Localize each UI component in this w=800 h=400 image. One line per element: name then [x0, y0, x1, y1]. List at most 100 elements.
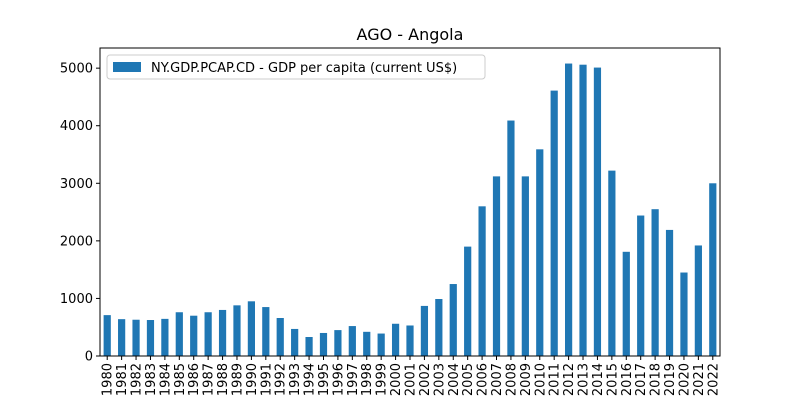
bar-2021	[694, 245, 702, 356]
x-tick-label: 1996	[331, 363, 346, 396]
x-tick-label: 1985	[173, 363, 188, 396]
bar-2006	[478, 206, 486, 356]
bar-1997	[348, 326, 356, 356]
x-tick-label: 2022	[706, 363, 721, 396]
bar-2001	[406, 325, 414, 356]
bar-1983	[146, 320, 155, 356]
x-tick-label: 1988	[216, 363, 231, 396]
bar-2008	[507, 120, 515, 356]
x-tick-label: 2016	[620, 363, 635, 396]
x-tick-label: 2000	[389, 363, 404, 396]
x-tick-label: 2017	[634, 363, 649, 396]
bar-1996	[334, 330, 342, 356]
bar-1986	[190, 315, 198, 356]
bar-1982	[132, 319, 140, 356]
x-tick-label: 1994	[303, 363, 318, 396]
bar-1992	[276, 318, 284, 356]
bar-1980	[103, 315, 111, 356]
x-tick-label: 2012	[562, 363, 577, 396]
bar-1987	[204, 312, 212, 356]
bar-2010	[536, 149, 544, 356]
x-tick-label: 1982	[130, 363, 145, 396]
y-tick-label: 3000	[60, 177, 93, 192]
x-tick-label: 2002	[418, 363, 433, 396]
chart-title: AGO - Angola	[357, 25, 464, 44]
x-tick-label: 2008	[504, 363, 519, 396]
bar-1995	[319, 332, 328, 356]
bar-2013	[579, 64, 587, 357]
bar-1985	[175, 312, 183, 356]
bar-2009	[521, 176, 529, 356]
y-axis: 0 1000 2000 3000 4000 5000	[60, 62, 100, 365]
x-tick-label: 1995	[317, 363, 332, 396]
x-tick-label: 1989	[230, 363, 245, 396]
y-tick-label: 1000	[60, 292, 93, 307]
x-tick-label: 2010	[533, 363, 548, 396]
y-tick-label: 2000	[60, 234, 93, 249]
bar-2014	[593, 67, 602, 357]
legend-swatch	[113, 62, 141, 72]
bar-2005	[464, 246, 472, 356]
x-tick-label: 1983	[144, 363, 159, 396]
bar-1988	[218, 309, 227, 356]
bar-1999	[377, 333, 385, 356]
bar-2019	[665, 229, 674, 356]
bar-1984	[161, 318, 169, 356]
x-tick-label: 1987	[202, 363, 217, 396]
bar-1993	[291, 328, 299, 356]
x-tick-label: 2001	[404, 363, 419, 396]
x-tick-label: 1991	[259, 363, 274, 396]
bar-2011	[550, 90, 558, 356]
x-tick-label: 2013	[577, 363, 592, 396]
x-tick-label: 1998	[360, 363, 375, 396]
x-tick-label: 2003	[432, 363, 447, 396]
bar-2002	[420, 305, 429, 356]
x-tick-label: 2009	[519, 363, 534, 396]
x-tick-label: 2021	[692, 363, 707, 396]
legend-label: NY.GDP.PCAP.CD - GDP per capita (current…	[151, 61, 457, 76]
bar-1989	[233, 305, 241, 356]
bar-2004	[449, 284, 457, 356]
bar-2003	[435, 299, 443, 356]
y-tick-label: 5000	[60, 62, 93, 77]
bar-2007	[492, 176, 501, 356]
bar-1990	[247, 301, 255, 356]
x-tick-label: 2007	[490, 363, 505, 396]
x-tick-label: 1997	[346, 363, 361, 396]
x-tick-label: 1993	[288, 363, 303, 396]
bar-1998	[363, 331, 371, 356]
x-tick-label: 2005	[461, 363, 476, 396]
x-tick-label: 2011	[548, 363, 563, 396]
x-tick-label: 2015	[605, 363, 620, 396]
x-tick-label: 1990	[245, 363, 260, 396]
x-tick-label: 2014	[591, 363, 606, 396]
x-tick-label: 1986	[187, 363, 202, 396]
x-tick-label: 1984	[158, 363, 173, 396]
bar-2015	[608, 170, 616, 356]
bar-2020	[680, 272, 688, 356]
legend-box	[106, 54, 486, 80]
x-tick-label: 2006	[476, 363, 491, 396]
bar-1994	[305, 337, 313, 356]
x-tick-label: 1981	[115, 363, 130, 396]
y-tick-label: 0	[85, 350, 93, 365]
bar-2000	[391, 323, 400, 356]
x-tick-label: 2019	[663, 363, 678, 396]
x-tick-label: 2018	[649, 363, 664, 396]
bar-1991	[262, 307, 270, 356]
x-tick-label: 2004	[447, 363, 462, 396]
bar-2018	[651, 209, 659, 356]
x-tick-label: 1980	[101, 363, 116, 396]
x-axis: 1980 1981 1982 1983 1984 1985 1986 1987 1988 1989…	[101, 356, 721, 396]
bar-2016	[622, 251, 630, 356]
x-tick-label: 1999	[375, 363, 390, 396]
x-tick-label: 1992	[274, 363, 289, 396]
bar-2012	[565, 63, 573, 357]
bars	[103, 63, 717, 357]
legend: NY.GDP.PCAP.CD - GDP per capita (current…	[106, 54, 486, 80]
plot-frame	[99, 47, 721, 357]
bar-1981	[118, 319, 126, 356]
bar-2022	[709, 183, 717, 356]
y-tick-label: 4000	[60, 119, 93, 134]
